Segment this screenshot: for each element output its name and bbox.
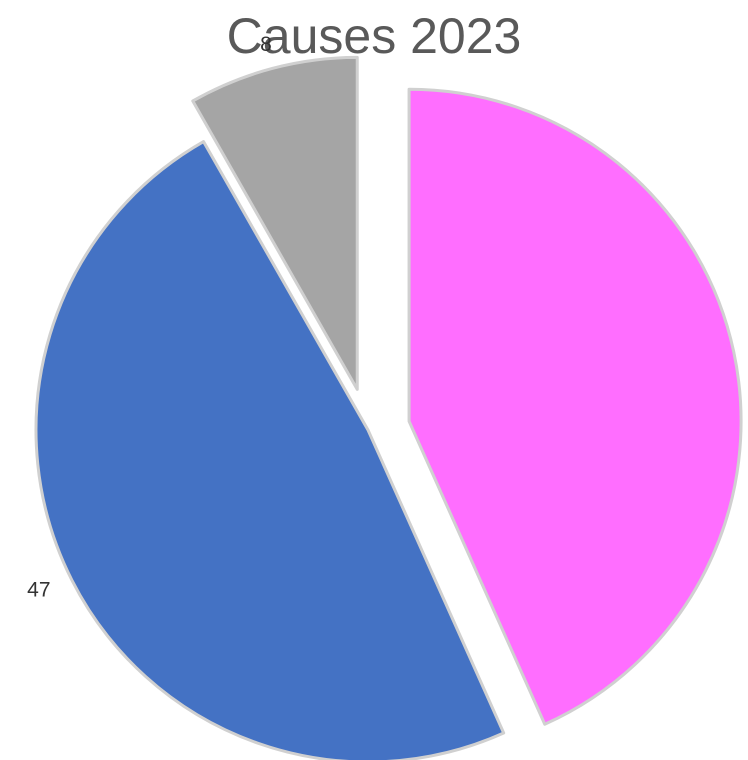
pie-slice-8 <box>191 55 359 391</box>
pie-slice-47 <box>34 140 506 760</box>
pie-label-47: 47 <box>27 579 50 602</box>
chart-title: Causes 2023 <box>226 8 522 64</box>
pie-slices <box>34 55 743 760</box>
pie-slice-42 <box>407 87 743 726</box>
pie-label-8: 8 <box>260 33 272 56</box>
pie-labels: 42478 <box>27 33 272 602</box>
